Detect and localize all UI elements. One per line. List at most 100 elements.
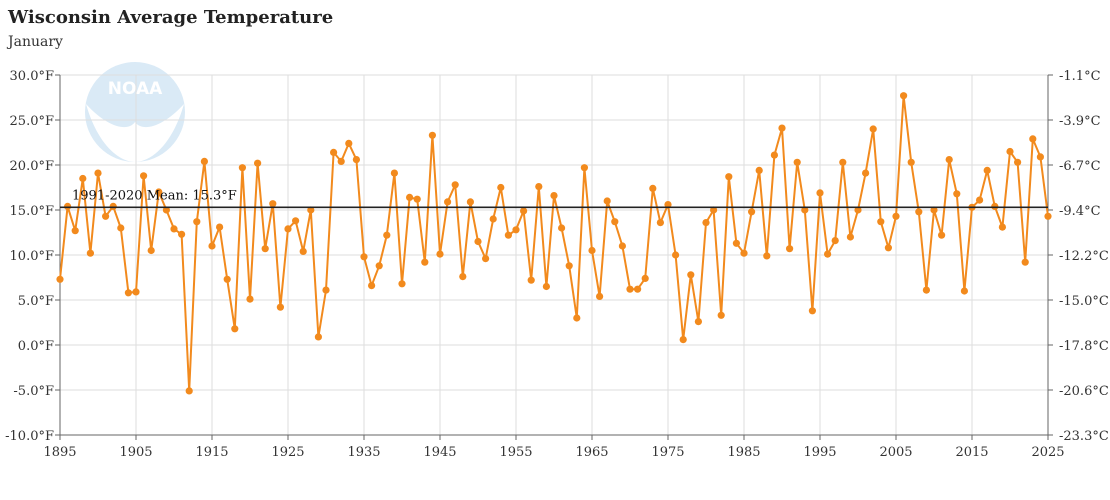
data-point <box>755 166 763 174</box>
data-point <box>603 197 611 205</box>
data-point <box>580 164 589 172</box>
data-point <box>922 286 931 294</box>
data-point <box>535 183 543 191</box>
data-point <box>451 181 459 189</box>
data-point <box>550 192 558 200</box>
data-point <box>694 318 703 326</box>
data-point <box>679 336 687 344</box>
data-point <box>786 245 794 253</box>
data-point <box>436 250 444 258</box>
data-point <box>421 258 429 266</box>
y2-tick-label: -1.1°C <box>1059 69 1101 84</box>
data-point <box>907 158 915 166</box>
data-point <box>444 198 452 206</box>
data-point <box>1044 212 1052 220</box>
data-point <box>649 184 657 192</box>
data-point <box>117 224 125 232</box>
x-tick-label: 1995 <box>803 445 836 460</box>
data-point <box>892 212 900 220</box>
data-point <box>945 156 953 164</box>
data-point <box>1029 135 1037 143</box>
data-point <box>314 333 322 341</box>
data-point <box>497 183 505 192</box>
data-point <box>656 219 665 227</box>
data-point <box>185 387 193 395</box>
data-point <box>596 292 604 300</box>
data-point <box>740 249 748 257</box>
y2-tick-label: -15.0°C <box>1059 294 1109 309</box>
data-point <box>854 206 862 214</box>
data-point <box>687 271 695 279</box>
x-tick-label: 1985 <box>727 445 760 460</box>
data-point <box>520 207 528 215</box>
data-point <box>808 307 817 315</box>
data-point <box>140 172 148 180</box>
data-point <box>223 275 231 283</box>
data-point <box>124 289 132 297</box>
data-point <box>360 253 368 261</box>
y2-tick-label: -12.2°C <box>1059 249 1109 264</box>
data-point <box>877 218 885 226</box>
chart-title: Wisconsin Average Temperature <box>8 7 334 28</box>
x-tick-label: 1955 <box>499 445 532 460</box>
y2-tick-label: -6.7°C <box>1059 159 1101 174</box>
data-point <box>238 164 246 172</box>
data-point <box>573 314 581 322</box>
y-tick-label: 30.0°F <box>10 69 54 84</box>
x-tick-label: 2015 <box>955 445 988 460</box>
y2-tick-label: -20.6°C <box>1059 384 1109 399</box>
y-tick-label: 15.0°F <box>10 204 54 219</box>
data-point <box>466 198 474 206</box>
data-point <box>155 188 163 196</box>
data-point <box>352 156 360 164</box>
data-point <box>778 124 786 132</box>
data-point <box>618 242 627 250</box>
data-point <box>512 226 520 234</box>
mean-label: 1991-2020 Mean: 15.3°F <box>72 188 237 203</box>
data-point <box>299 247 307 255</box>
data-point <box>930 206 938 214</box>
data-point <box>178 230 186 238</box>
data-point <box>345 139 353 147</box>
data-point <box>406 193 414 201</box>
data-point <box>375 262 383 270</box>
data-point <box>915 208 923 216</box>
data-point <box>558 224 566 232</box>
data-point <box>717 311 725 319</box>
data-point <box>94 169 102 177</box>
x-tick-label: 1895 <box>43 445 76 460</box>
data-point <box>413 195 421 203</box>
data-point <box>368 282 376 290</box>
data-point <box>246 295 254 303</box>
noaa-logo-text: NOAA <box>108 79 163 99</box>
y-tick-label: 20.0°F <box>10 159 54 174</box>
y2-tick-label: -23.3°C <box>1059 429 1109 444</box>
axes: -10.0°F -23.3°C -5.0°F -20.6°C 0.0°F -17.8°C 5… <box>5 69 1109 460</box>
data-point <box>79 174 87 183</box>
data-point <box>459 273 467 281</box>
data-point <box>504 231 512 239</box>
data-point <box>900 92 908 100</box>
data-point <box>831 237 839 245</box>
data-point <box>710 206 718 214</box>
data-point <box>322 286 330 294</box>
data-point <box>200 157 208 165</box>
data-point <box>869 125 877 133</box>
y-tick-label: -5.0°F <box>13 384 54 399</box>
data-point <box>261 245 269 253</box>
x-tick-label: 2005 <box>879 445 912 460</box>
data-point <box>991 202 999 210</box>
data-point <box>938 231 946 239</box>
data-point <box>816 189 824 197</box>
data-point <box>527 276 535 284</box>
data-point <box>489 215 497 223</box>
data-point <box>565 262 573 270</box>
y-tick-label: -10.0°F <box>5 429 54 444</box>
x-tick-label: 1975 <box>651 445 684 460</box>
data-point <box>846 233 855 241</box>
data-point <box>390 169 398 177</box>
data-point <box>276 303 284 311</box>
data-point <box>748 208 756 216</box>
data-point <box>725 173 733 181</box>
chart-subtitle: January <box>8 34 63 50</box>
